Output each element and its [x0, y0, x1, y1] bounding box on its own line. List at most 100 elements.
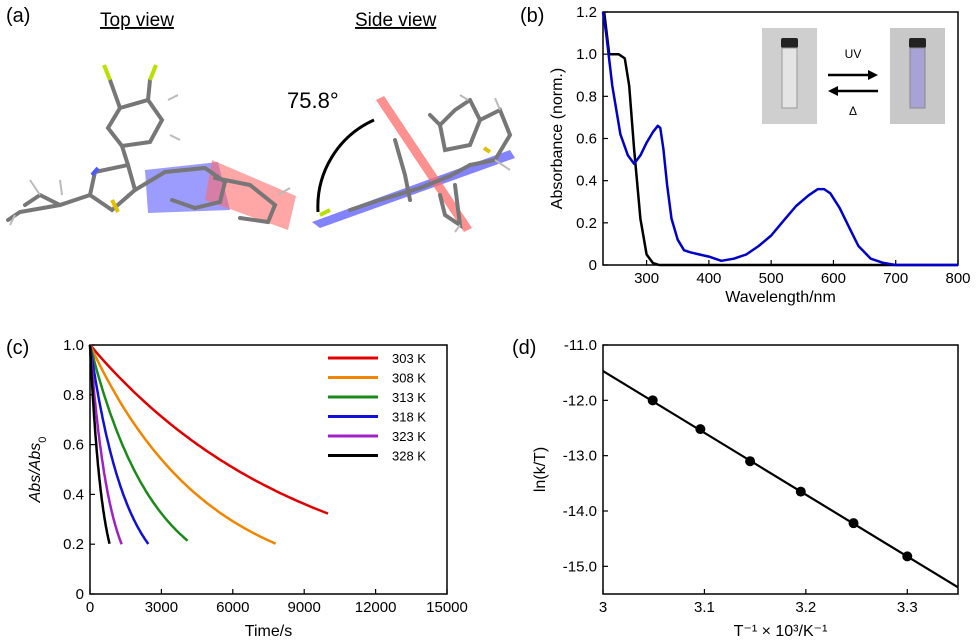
data-point [745, 456, 756, 467]
vial-colorless [781, 47, 798, 109]
plot-frame [602, 344, 959, 595]
forward-arrowhead [868, 70, 878, 80]
chart-b-axes: 300 400 500 600 700 800 0 0.2 0.4 0.6 0.8 1.0 1.2 Wav… [549, 4, 971, 306]
sulfur-atom [482, 146, 492, 154]
panel-a-label: (a) [6, 5, 30, 27]
data-point [647, 395, 658, 406]
y-tick-label: -11.0 [564, 337, 597, 354]
decay-curve-323k [88, 344, 123, 545]
y-tick-label: -14.0 [563, 503, 597, 520]
chart-d-plot [602, 370, 959, 589]
y-tick-label: 0.6 [63, 437, 84, 454]
plot-frame [89, 344, 448, 595]
vial-cap [909, 38, 926, 48]
legend-label: 318 K [392, 410, 426, 425]
x-axis-label: Wavelength/nm [725, 289, 836, 306]
legend-label: 308 K [392, 371, 426, 386]
x-axis-label: Time/s [245, 623, 292, 640]
side-view-title: Side view [355, 10, 437, 31]
side-view-molecule: 75.8° [287, 88, 515, 233]
data-point [902, 551, 913, 562]
y-tick-label: -12.0 [563, 392, 597, 409]
data-point [848, 518, 859, 529]
panel-b-label: (b) [520, 5, 544, 27]
angle-arc [316, 118, 375, 213]
decay-curve-328k [88, 344, 111, 544]
panel-a: (a) Top view Side view [6, 5, 515, 233]
nitrogen-atom [90, 166, 100, 177]
panel-c: (c) 0 3000 6000 9000 12000 15000 0 0.2 0.4 0.6 0.8… [6, 337, 468, 640]
decay-curve-303k [89, 344, 329, 515]
x-tick-label: 9000 [288, 599, 321, 616]
reverse-arrowhead [828, 86, 838, 96]
dihedral-angle: 75.8° [287, 88, 339, 113]
panel-d: (d) 3 3.1 3.2 3.3 -15.0 -14.0 -13.0 -12.0 -11.0 T… [512, 337, 959, 640]
decay-curve-308k [88, 344, 277, 545]
y-tick-label: -13.0 [563, 448, 597, 465]
spectrum-after-uv [601, 11, 958, 267]
panel-b: (b) 300 400 500 600 700 800 0 0.2 0.4 0.6 0.8 1.0 1.… [520, 4, 971, 306]
legend-label: 328 K [392, 449, 426, 464]
top-view-title: Top view [100, 10, 174, 31]
y-axis-label: Abs/Abs0 [27, 437, 49, 504]
y-tick-label: 0 [589, 257, 597, 274]
x-tick-label: 0 [86, 599, 94, 616]
y-tick-label: 0.4 [63, 486, 84, 503]
vial-blue [909, 47, 926, 109]
y-tick-label: -15.0 [563, 558, 597, 575]
y-tick-label: 0.2 [63, 536, 84, 553]
vial-cap [781, 38, 798, 48]
legend-label: 313 K [392, 390, 426, 405]
data-point [795, 486, 806, 497]
chart-d-axes: 3 3.1 3.2 3.3 -15.0 -14.0 -13.0 -12.0 -11.0 T⁻¹ ×… [532, 337, 959, 640]
y-tick-label: 1.0 [63, 337, 84, 354]
y-tick-label: 0.2 [576, 215, 597, 232]
fluorine-atom [102, 64, 112, 81]
panel-d-label: (d) [512, 337, 536, 359]
x-tick-label: 3.2 [795, 599, 816, 616]
fluorine-atom [319, 208, 331, 217]
spectrum-before-uv [602, 11, 958, 267]
x-tick-label: 6000 [216, 599, 249, 616]
decay-curve-313k [88, 344, 189, 542]
y-tick-label: 0 [76, 586, 84, 603]
sulfur-atom [110, 199, 120, 213]
chart-c-plot [88, 344, 329, 545]
x-tick-label: 3.3 [897, 599, 918, 616]
legend-label: 323 K [392, 429, 426, 444]
chart-c-legend: 303 K 308 K 313 K 318 K 323 K 328 K [328, 351, 426, 464]
x-tick-label: 300 [634, 270, 659, 287]
decay-curve-318k [88, 344, 150, 545]
chart-b-plot [601, 11, 958, 267]
y-axis-label: ln(k/T) [532, 447, 549, 492]
chart-c-axes: 0 3000 6000 9000 12000 15000 0 0.2 0.4 0.6 0.8 1.0 T… [27, 337, 468, 640]
y-tick-label: 0.4 [576, 173, 597, 190]
y-tick-label: 0.8 [63, 387, 84, 404]
inset-photos: UV Δ [762, 28, 945, 124]
x-tick-label: 800 [945, 270, 970, 287]
x-tick-label: 12000 [355, 599, 397, 616]
panel-c-label: (c) [6, 337, 29, 359]
y-tick-label: 0.6 [576, 131, 597, 148]
heat-label: Δ [849, 104, 857, 118]
data-point [695, 424, 706, 435]
fluorine-atom [148, 64, 158, 81]
red-plane [376, 96, 472, 232]
x-tick-label: 15000 [426, 599, 468, 616]
x-tick-label: 3 [599, 599, 607, 616]
x-tick-label: 600 [821, 270, 846, 287]
y-tick-label: 1.0 [576, 46, 597, 63]
legend-label: 303 K [392, 351, 426, 366]
y-tick-label: 0.8 [576, 88, 597, 105]
uv-label: UV [845, 47, 862, 61]
x-tick-label: 400 [696, 270, 721, 287]
x-tick-label: 3000 [145, 599, 178, 616]
fit-line [602, 370, 959, 589]
x-tick-label: 500 [759, 270, 784, 287]
x-tick-label: 3.1 [694, 599, 715, 616]
top-view-molecule [6, 64, 296, 230]
y-tick-label: 1.2 [576, 4, 597, 21]
x-tick-label: 700 [883, 270, 908, 287]
y-axis-label: Absorbance (norm.) [549, 68, 566, 209]
